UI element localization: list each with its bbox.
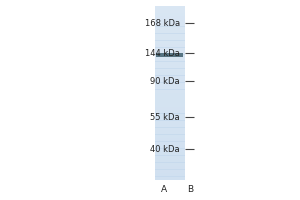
- Bar: [154, 96, 184, 100]
- Bar: [154, 72, 184, 76]
- Bar: [154, 89, 184, 93]
- Bar: [154, 159, 184, 163]
- Bar: [154, 65, 184, 69]
- Text: 90 kDa: 90 kDa: [150, 76, 180, 86]
- Bar: [154, 131, 184, 135]
- Bar: [154, 13, 184, 16]
- Text: A: A: [161, 186, 167, 194]
- Text: 55 kDa: 55 kDa: [150, 112, 180, 121]
- Bar: [154, 58, 184, 62]
- Bar: [154, 107, 184, 110]
- Bar: [154, 26, 184, 30]
- Bar: [154, 162, 184, 166]
- Text: B: B: [188, 186, 194, 194]
- Bar: [154, 86, 184, 90]
- Bar: [154, 75, 184, 79]
- Bar: [154, 120, 184, 124]
- Bar: [154, 127, 184, 131]
- Bar: [154, 44, 184, 48]
- Bar: [154, 82, 184, 86]
- Bar: [154, 103, 184, 107]
- Bar: [154, 54, 184, 58]
- Bar: [154, 37, 184, 41]
- Bar: [154, 6, 184, 9]
- Text: 168 kDa: 168 kDa: [145, 19, 180, 27]
- Bar: [154, 47, 184, 51]
- Bar: [154, 93, 184, 96]
- Bar: [156, 53, 183, 57]
- Bar: [154, 20, 184, 23]
- Bar: [154, 68, 184, 72]
- Bar: [154, 79, 184, 83]
- Bar: [154, 166, 184, 170]
- Bar: [154, 30, 184, 34]
- Bar: [154, 9, 184, 13]
- Bar: [154, 176, 184, 180]
- Bar: [154, 40, 184, 44]
- Bar: [154, 138, 184, 142]
- Bar: [154, 124, 184, 128]
- Bar: [154, 23, 184, 27]
- Bar: [154, 51, 184, 55]
- Bar: [154, 33, 184, 37]
- Bar: [154, 169, 184, 173]
- Bar: [154, 113, 184, 117]
- Bar: [154, 141, 184, 145]
- Text: 144 kDa: 144 kDa: [145, 48, 180, 58]
- Bar: [156, 54, 183, 55]
- Bar: [154, 61, 184, 65]
- Bar: [154, 145, 184, 149]
- Bar: [154, 152, 184, 156]
- Text: 40 kDa: 40 kDa: [150, 144, 180, 154]
- Bar: [154, 117, 184, 121]
- Bar: [154, 173, 184, 177]
- Bar: [154, 16, 184, 20]
- Bar: [154, 148, 184, 152]
- Bar: [154, 155, 184, 159]
- Bar: [154, 134, 184, 138]
- Bar: [154, 100, 184, 103]
- Bar: [154, 110, 184, 114]
